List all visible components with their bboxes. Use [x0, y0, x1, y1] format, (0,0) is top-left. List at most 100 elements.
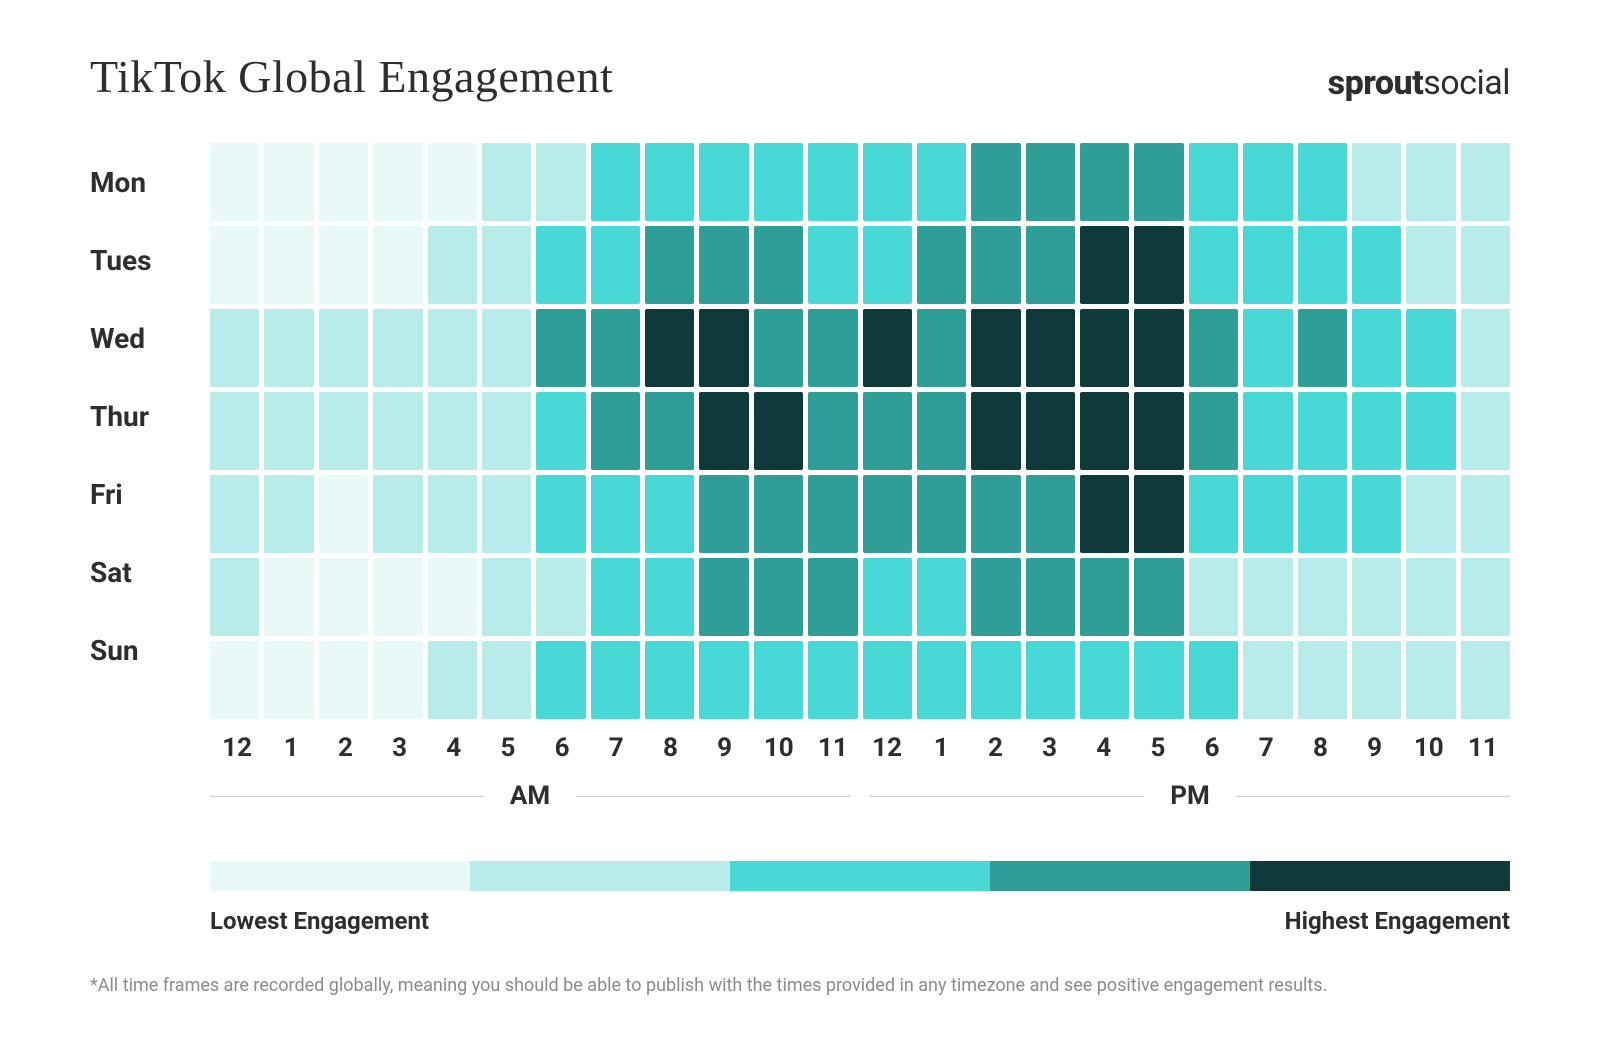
- heatmap-cell: [591, 641, 640, 719]
- heatmap-cell: [210, 558, 259, 636]
- heatmap-cell: [264, 475, 313, 553]
- divider-line: [576, 796, 850, 797]
- heatmap-cell: [754, 475, 803, 553]
- heatmap-cell: [319, 475, 368, 553]
- heatmap-cell: [482, 558, 531, 636]
- heatmap-cell: [591, 309, 640, 387]
- heatmap-cell: [1298, 309, 1347, 387]
- hour-label: 12: [210, 733, 264, 763]
- hour-label: 2: [968, 733, 1022, 763]
- hour-label: 11: [806, 733, 860, 763]
- heatmap-cell: [1461, 641, 1510, 719]
- heatmap-cell: [971, 475, 1020, 553]
- heatmap-cell: [1406, 143, 1455, 221]
- heatmap-cell: [319, 309, 368, 387]
- hour-label: 6: [535, 733, 589, 763]
- day-label: Thur: [90, 377, 210, 455]
- heatmap-cell: [1189, 641, 1238, 719]
- heatmap-cell: [319, 558, 368, 636]
- heatmap-cell: [1461, 226, 1510, 304]
- heatmap-cell: [1026, 226, 1075, 304]
- heatmap-cell: [1461, 143, 1510, 221]
- heatmap-cell: [863, 475, 912, 553]
- day-label: Sun: [90, 611, 210, 689]
- legend-step: [470, 861, 730, 891]
- hour-label: 8: [1293, 733, 1347, 763]
- hour-label: 9: [1348, 733, 1402, 763]
- heatmap-cell: [1026, 143, 1075, 221]
- heatmap-cell: [645, 392, 694, 470]
- heatmap-cell: [1352, 309, 1401, 387]
- heatmap-cell: [1189, 558, 1238, 636]
- heatmap-cell: [264, 558, 313, 636]
- heatmap-cell: [808, 558, 857, 636]
- legend-step: [210, 861, 470, 891]
- heatmap-cell: [1406, 558, 1455, 636]
- heatmap-cell: [1352, 143, 1401, 221]
- legend-high-label: Highest Engagement: [1285, 907, 1510, 935]
- heatmap-cell: [536, 143, 585, 221]
- heatmap-cell: [210, 226, 259, 304]
- heatmap-cell: [645, 143, 694, 221]
- heatmap-cell: [1189, 309, 1238, 387]
- heatmap-cell: [1243, 641, 1292, 719]
- chart-title: TikTok Global Engagement: [90, 50, 613, 103]
- heatmap-cell: [1080, 641, 1129, 719]
- heatmap-cell: [536, 558, 585, 636]
- heatmap-cell: [1406, 475, 1455, 553]
- heatmap-cell: [1189, 226, 1238, 304]
- hour-label: 10: [752, 733, 806, 763]
- heatmap-cell: [1026, 641, 1075, 719]
- heatmap-cell: [210, 309, 259, 387]
- heatmap-cell: [863, 143, 912, 221]
- heatmap-cell: [1406, 641, 1455, 719]
- legend-labels: Lowest Engagement Highest Engagement: [210, 907, 1510, 935]
- heatmap-cell: [808, 309, 857, 387]
- heatmap-cell: [917, 226, 966, 304]
- hour-label: 10: [1402, 733, 1456, 763]
- heatmap-cell: [482, 475, 531, 553]
- heatmap-cell: [1026, 475, 1075, 553]
- heatmap-cell: [373, 143, 422, 221]
- heatmap-cell: [1298, 226, 1347, 304]
- heatmap-cell: [210, 475, 259, 553]
- heatmap-cell: [1189, 143, 1238, 221]
- day-label: Sat: [90, 533, 210, 611]
- heatmap-cell: [1026, 392, 1075, 470]
- heatmap-cell: [863, 309, 912, 387]
- heatmap-cell: [1134, 143, 1183, 221]
- heatmap-cell: [1406, 226, 1455, 304]
- heatmap-cell: [264, 143, 313, 221]
- heatmap-cell: [863, 226, 912, 304]
- heatmap-cell: [645, 558, 694, 636]
- heatmap-cell: [1352, 392, 1401, 470]
- heatmap-cell: [645, 641, 694, 719]
- day-label: Mon: [90, 143, 210, 221]
- brand-light: social: [1423, 63, 1510, 103]
- heatmap-cell: [373, 309, 422, 387]
- heatmap-cell: [1026, 309, 1075, 387]
- heatmap-cell: [1298, 392, 1347, 470]
- brand-logo: sproutsocial: [1328, 63, 1510, 103]
- heatmap-cell: [264, 392, 313, 470]
- period-axis: AM PM: [210, 781, 1510, 811]
- brand-bold: sprout: [1328, 63, 1424, 103]
- heatmap-cell: [917, 641, 966, 719]
- heatmap-cell: [428, 641, 477, 719]
- heatmap-cell: [754, 641, 803, 719]
- heatmap-cell: [917, 558, 966, 636]
- hour-label: 11: [1456, 733, 1510, 763]
- heatmap-cell: [1352, 641, 1401, 719]
- heatmap-cell: [1189, 475, 1238, 553]
- hour-label: 4: [1077, 733, 1131, 763]
- hour-label: 9: [698, 733, 752, 763]
- legend-step: [990, 861, 1250, 891]
- heatmap-cell: [699, 392, 748, 470]
- heatmap-cell: [808, 143, 857, 221]
- heatmap-cell: [754, 558, 803, 636]
- heatmap-cell: [699, 226, 748, 304]
- heatmap-cell: [1298, 558, 1347, 636]
- heatmap-cell: [428, 558, 477, 636]
- heatmap-cell: [373, 475, 422, 553]
- divider-line: [870, 796, 1144, 797]
